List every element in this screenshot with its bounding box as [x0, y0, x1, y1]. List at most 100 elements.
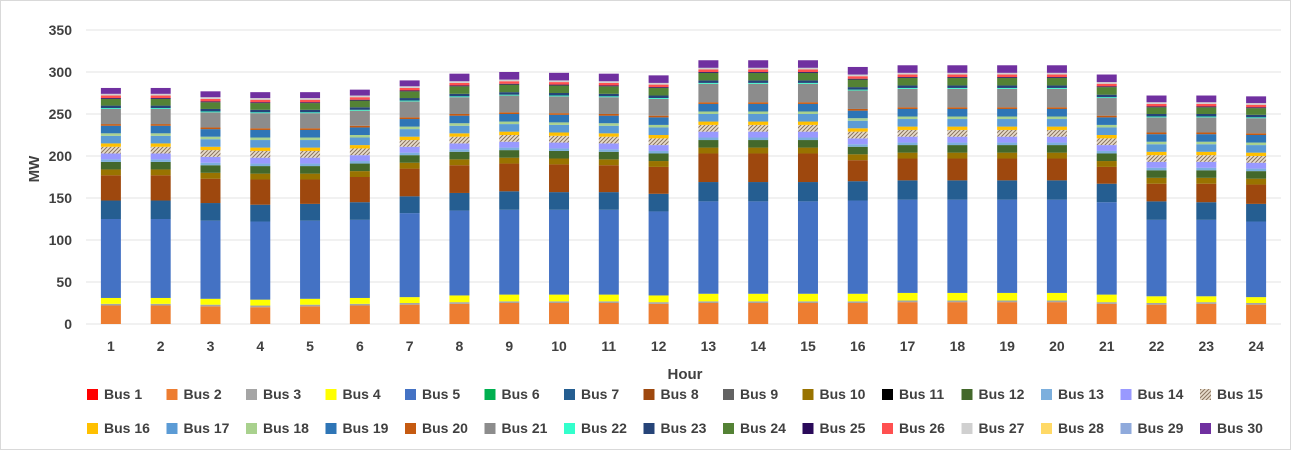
legend-swatch: [484, 389, 496, 400]
bar-segment-bus-7: [200, 203, 221, 221]
bar-segment-bus-24: [748, 72, 769, 81]
bar-segment-bus-8: [648, 166, 669, 194]
bar-segment-bus-21: [1046, 88, 1067, 108]
bar-stack-hour-13: [698, 60, 719, 324]
bar-segment-bus-20: [150, 124, 171, 126]
bar-segment-bus-24: [549, 85, 570, 93]
bar-segment-bus-20: [349, 125, 370, 128]
bar-segment-bus-8: [1196, 183, 1217, 203]
bar-segment-bus-20: [250, 128, 271, 130]
bar-segment-bus-7: [100, 200, 121, 219]
bar-segment-bus-16: [797, 121, 818, 125]
bar-segment-bus-13: [797, 137, 818, 141]
bar-segment-bus-16: [150, 143, 171, 147]
bar-segment-bus-17: [100, 135, 121, 144]
bar-segment-bus-3: [200, 304, 221, 307]
bar-segment-bus-27: [698, 67, 719, 70]
bar-segment-bus-21: [897, 88, 918, 108]
bar-segment-bus-15: [499, 135, 520, 142]
bar-stack-hour-17: [897, 65, 918, 324]
bar-stack-hour-21: [1096, 74, 1117, 324]
bar-segment-bus-21: [349, 110, 370, 126]
bar-segment-bus-12: [598, 151, 619, 160]
bar-segment-bus-20: [648, 115, 669, 118]
bar-segment-bus-13: [150, 159, 171, 162]
y-tick-label: 350: [49, 22, 73, 38]
bar-segment-bus-26: [698, 69, 719, 72]
x-tick-label: 17: [900, 338, 916, 354]
bar-segment-bus-2: [1146, 304, 1167, 324]
bar-segment-bus-19: [150, 125, 171, 134]
bar-segment-bus-2: [100, 305, 121, 324]
legend-swatch: [961, 389, 973, 400]
bar-segment-bus-20: [748, 102, 769, 104]
bar-segment-bus-20: [1046, 107, 1067, 109]
bar-segment-bus-22: [847, 89, 868, 91]
legend-swatch: [882, 389, 893, 400]
bar-segment-bus-4: [1246, 297, 1267, 303]
bar-segment-bus-27: [1096, 82, 1117, 84]
bar-segment-bus-24: [648, 87, 669, 96]
bar-segment-bus-23: [897, 85, 918, 88]
bar-segment-bus-30: [1096, 74, 1117, 83]
bar-segment-bus-26: [449, 82, 470, 86]
bar-segment-bus-14: [200, 156, 221, 163]
bar-segment-bus-27: [1046, 72, 1067, 75]
x-tick-label: 5: [306, 338, 314, 354]
bar-segment-bus-12: [349, 163, 370, 172]
legend-item-bus-28: Bus 28: [1041, 420, 1104, 436]
bar-segment-bus-21: [648, 98, 669, 116]
bar-segment-bus-24: [847, 79, 868, 88]
bar-segment-bus-16: [1046, 126, 1067, 130]
bar-segment-bus-26: [797, 69, 818, 72]
bar-segment-bus-23: [1146, 114, 1167, 117]
bar-stack-hour-4: [250, 92, 271, 324]
legend-item-bus-3: Bus 3: [246, 386, 301, 402]
bar-stack-hour-20: [1046, 65, 1067, 324]
bar-segment-bus-26: [250, 99, 271, 103]
bar-segment-bus-2: [698, 303, 719, 324]
bar-segment-bus-3: [748, 301, 769, 303]
bar-segment-bus-16: [997, 126, 1018, 130]
bar-segment-bus-3: [648, 302, 669, 304]
bar-segment-bus-21: [250, 113, 271, 129]
bar-segment-bus-3: [797, 301, 818, 303]
bar-segment-bus-5: [947, 199, 968, 293]
bar-segment-bus-23: [349, 107, 370, 110]
bar-segment-bus-7: [499, 191, 520, 210]
bar-segment-bus-15: [1196, 155, 1217, 162]
legend-item-bus-1: Bus 1: [87, 386, 142, 402]
bar-segment-bus-24: [1146, 107, 1167, 114]
bar-segment-bus-3: [349, 303, 370, 306]
bar-segment-bus-13: [1046, 142, 1067, 146]
bar-segment-bus-15: [797, 124, 818, 132]
bar-segment-bus-14: [100, 153, 121, 160]
bar-segment-bus-13: [648, 150, 669, 154]
legend-item-bus-27: Bus 27: [961, 420, 1025, 436]
bar-segment-bus-23: [200, 108, 221, 112]
bar-segment-bus-19: [1196, 134, 1217, 142]
bar-segment-bus-30: [399, 80, 420, 87]
x-tick-label: 16: [850, 338, 866, 354]
bar-segment-bus-7: [897, 180, 918, 200]
bar-segment-bus-23: [648, 95, 669, 99]
x-tick-label: 2: [157, 338, 165, 354]
bar-segment-bus-7: [748, 182, 769, 202]
legend-label: Bus 21: [502, 420, 548, 436]
bar-segment-bus-16: [100, 143, 121, 147]
bar-segment-bus-19: [349, 127, 370, 135]
bar-segment-bus-15: [300, 150, 321, 158]
legend-swatch: [246, 389, 257, 400]
bar-segment-bus-19: [499, 114, 520, 122]
bar-segment-bus-17: [847, 120, 868, 129]
bar-segment-bus-3: [1046, 300, 1067, 303]
bar-segment-bus-3: [399, 303, 420, 305]
bar-segment-bus-22: [748, 82, 769, 84]
bar-segment-bus-19: [449, 115, 470, 124]
bar-segment-bus-8: [797, 153, 818, 183]
bar-segment-bus-17: [1246, 145, 1267, 153]
legend-swatch: [405, 423, 416, 434]
legend-label: Bus 2: [184, 386, 222, 402]
bar-segment-bus-27: [797, 67, 818, 70]
bar-segment-bus-25: [1196, 106, 1217, 108]
